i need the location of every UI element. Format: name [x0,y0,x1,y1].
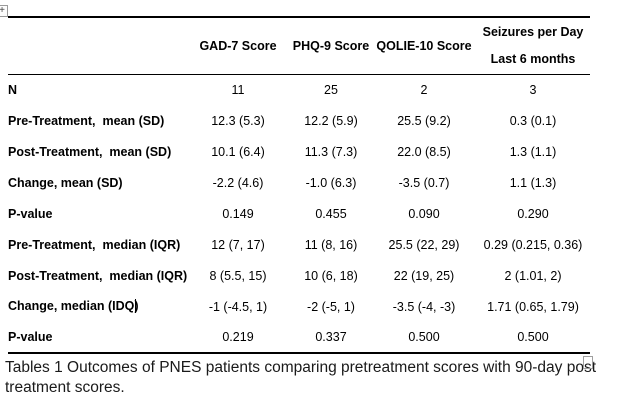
table-row-pvalue-median: P-value 0.219 0.337 0.500 0.500 [8,322,590,353]
cell: 22.0 (8.5) [397,144,451,159]
cell: 11 (8, 16) [304,237,358,252]
header-seizures: Seizures per Day Last 6 months [476,17,590,75]
cell: 0.290 [517,206,549,221]
row-label: Pre-Treatment, median (IQR) [8,237,181,252]
row-label: Change, mean (SD) [8,175,123,190]
table-caption: Tables 1 Outcomes of PNES patients compa… [5,359,597,396]
cell: 0.337 [315,330,347,344]
header-seizures-line1: Seizures per Day [482,24,584,39]
table-move-handle-icon[interactable]: + [0,5,8,17]
cell: 25.5 (22, 29) [388,237,460,252]
cell: 1.3 (1.1) [509,144,557,159]
row-label: Post-Treatment, mean (SD) [8,144,172,159]
header-row: GAD-7 Score PHQ-9 Score QOLIE-10 Score S… [8,17,590,75]
plus-glyph: + [0,5,5,16]
table-row-post-median: Post-Treatment, median (IQR) 8 (5.5, 15)… [8,260,590,291]
cell: -3.5 (-4, -3) [392,299,456,314]
cell: 11.3 (7.3) [304,144,358,159]
outcomes-table: GAD-7 Score PHQ-9 Score QOLIE-10 Score S… [8,16,590,354]
cell: 22 (19, 25) [393,268,455,283]
cell: 0.219 [222,330,254,344]
table-row-pre-median: Pre-Treatment, median (IQR) 12 (7, 17) 1… [8,229,590,260]
table-row-pre-mean: Pre-Treatment, mean (SD) 12.3 (5.3) 12.2… [8,105,590,136]
anchor-marker-icon [583,356,593,369]
table-row-pvalue-mean: P-value 0.149 0.455 0.090 0.290 [8,198,590,229]
cell: 2 [420,82,428,97]
cell: 8 (5.5, 15) [209,268,267,283]
header-phq9: PHQ-9 Score [290,17,372,75]
cell: 10 (6, 18) [304,268,358,283]
text-cursor [134,298,137,313]
row-label: Post-Treatment, median (IQR) [8,268,188,283]
cell: 25 [324,82,338,97]
cell: 3 [529,82,537,97]
cell: 11 [231,82,245,97]
cell: 1.1 (1.3) [509,175,557,190]
cell: 0.29 (0.215, 0.36) [483,237,583,252]
cell: 0.455 [315,206,347,221]
cell: 0.3 (0.1) [509,113,557,128]
table-row-change-median: Change, median (IDQ) -1 (-4.5, 1) -2 (-5… [8,291,590,322]
row-label-text: Change, median (IDQ) [8,299,139,314]
cell: -2.2 (4.6) [212,175,264,190]
row-label: Change, median (IDQ) [8,291,186,322]
cell: 0.149 [222,206,254,221]
table-row-change-mean: Change, mean (SD) -2.2 (4.6) -1.0 (6.3) … [8,167,590,198]
cell: 1.71 (0.65, 1.79) [487,299,579,314]
row-label: N [8,82,18,97]
row-label: Pre-Treatment, mean (SD) [8,113,165,128]
header-blank [8,17,186,75]
row-label: P-value [8,206,53,221]
cell: 0.500 [408,330,440,344]
cell: -1.0 (6.3) [305,175,357,190]
cell: 0.500 [517,330,549,344]
table-row-n: N 11 25 2 3 [8,74,590,105]
header-seizures-line2: Last 6 months [490,51,576,66]
header-qolie10: QOLIE-10 Score [372,17,476,75]
cell: 12.2 (5.9) [304,113,358,128]
cell: -1 (-4.5, 1) [208,299,268,314]
cell: -2 (-5, 1) [307,299,355,314]
cell: 12.3 (5.3) [211,113,265,128]
cell: 10.1 (6.4) [211,144,265,159]
cell: -3.5 (0.7) [398,175,450,190]
cell: 12 (7, 17) [211,237,265,252]
table-row-post-mean: Post-Treatment, mean (SD) 10.1 (6.4) 11.… [8,136,590,167]
row-label: P-value [8,330,53,344]
cell: 2 (1.01, 2) [504,268,562,283]
cell: 25.5 (9.2) [397,113,451,128]
cell: 0.090 [408,206,440,221]
header-gad7: GAD-7 Score [186,17,290,75]
